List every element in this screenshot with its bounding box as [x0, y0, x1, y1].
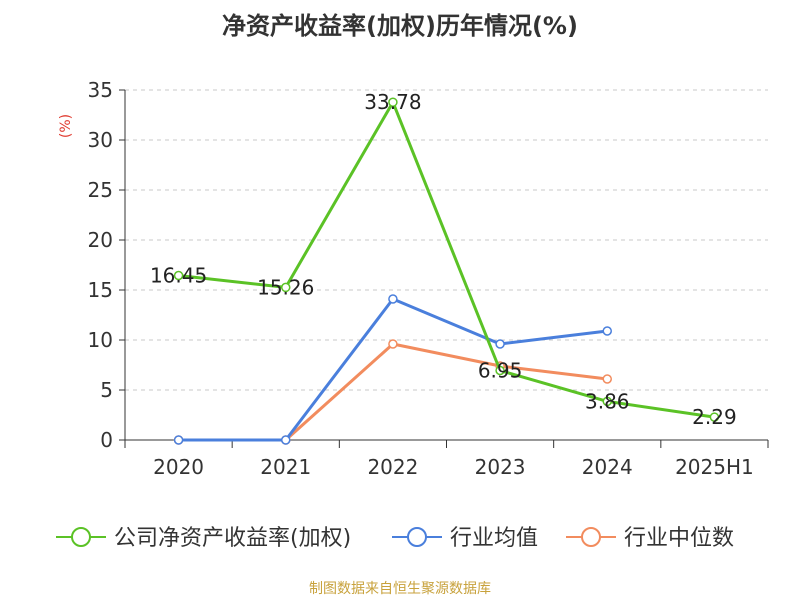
axes: 0 5 10 15 20 25 30 35 (%) 2020 2021 2022 2023 2024 202…	[58, 78, 769, 479]
data-label: 33.78	[364, 90, 421, 114]
series-point	[602, 396, 612, 407]
data-label: 3.86	[585, 389, 630, 413]
series-point	[388, 97, 398, 107]
y-tick-label: 30	[88, 128, 113, 152]
legend-marker	[581, 527, 601, 547]
y-tick-label: 20	[88, 228, 113, 252]
legend-label: 公司净资产收益率(加权)	[114, 526, 351, 551]
data-label: 15.26	[257, 275, 314, 299]
y-tick-label: 15	[88, 278, 113, 302]
y-tick-label: 0	[100, 428, 113, 452]
data-label: 16.45	[150, 264, 207, 288]
series-point	[709, 412, 720, 422]
series-point	[495, 365, 505, 376]
x-tick-label: 2025H1	[675, 455, 754, 479]
x-tick-label: 2020	[153, 455, 204, 479]
series-point	[602, 374, 612, 384]
series-line	[178, 342, 608, 442]
x-tick-label: 2022	[367, 455, 418, 479]
series-point	[388, 339, 398, 349]
series-point	[495, 339, 505, 349]
x-tick-label: 2021	[260, 455, 311, 479]
legend-marker	[71, 527, 91, 547]
x-tick-label: 2023	[475, 455, 526, 479]
y-tick-label: 35	[88, 78, 113, 102]
legend-label: 行业均值	[450, 526, 538, 551]
series-line	[178, 297, 608, 442]
legend-marker	[407, 527, 427, 547]
data-labels: 16.45 15.26 33.78 6.95 3.86 2.29	[150, 90, 737, 429]
legend-label: 行业中位数	[624, 526, 734, 551]
y-tick-label: 10	[88, 328, 113, 352]
series-point	[281, 435, 291, 445]
data-label: 2.29	[692, 405, 737, 429]
x-tick-label: 2024	[582, 455, 633, 479]
y-axis-label: (%)	[58, 114, 74, 138]
chart-title: 净资产收益率(加权)历年情况(%)	[222, 12, 578, 40]
series-point	[388, 294, 398, 304]
y-tick-label: 25	[88, 178, 113, 202]
series-line	[178, 100, 715, 419]
legend[interactable]: 公司净资产收益率(加权) 行业均值 行业中位数	[56, 526, 734, 551]
series	[173, 97, 720, 445]
series-point	[281, 282, 291, 293]
source-note: 制图数据来自恒生聚源数据库	[309, 581, 491, 597]
series-point	[173, 435, 184, 445]
series-point	[173, 270, 184, 281]
data-label: 6.95	[478, 359, 523, 383]
series-point	[602, 326, 612, 336]
y-tick-label: 5	[100, 378, 113, 402]
